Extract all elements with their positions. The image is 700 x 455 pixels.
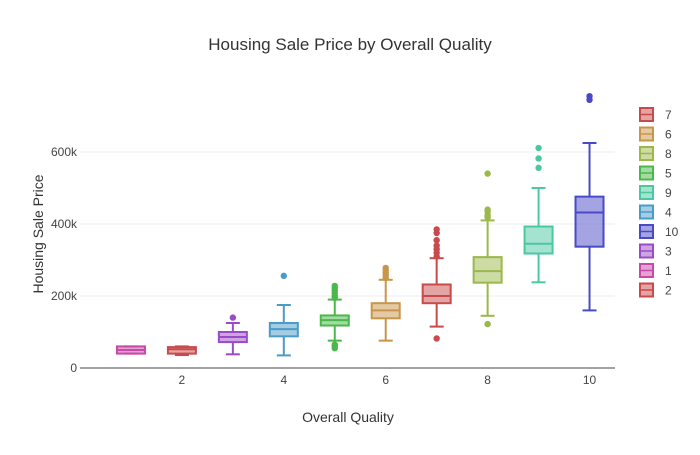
legend-item-5[interactable]: 5 [639,165,672,181]
legend-label: 7 [665,108,672,122]
outlier-point [433,335,440,342]
outlier-point [433,226,440,233]
x-tick-label: 4 [280,373,287,387]
outlier-point [331,282,338,290]
outlier-point [280,272,288,280]
axes: 0 200k 400k 600k 2 4 6 8 10 [51,145,615,387]
box-series-6 [370,264,401,342]
outlier-point [535,164,542,172]
x-tick-label: 10 [583,373,597,387]
box-iqr [523,225,554,255]
legend-label: 10 [665,225,679,239]
y-tick-label: 400k [51,217,78,231]
x-tick-label: 2 [179,373,186,387]
legend-item-6[interactable]: 6 [639,126,672,142]
grid-lines [80,151,615,297]
y-tick-label: 200k [51,289,78,303]
box-series-3 [217,314,248,356]
legend-label: 5 [665,167,672,181]
x-axis-label: Overall Quality [302,409,394,425]
outlier-point [433,237,440,244]
outlier-point [586,93,593,100]
box-series-9 [523,144,554,284]
legend-label: 9 [665,186,672,200]
chart-title: Housing Sale Price by Overall Quality [208,35,492,54]
box-iqr [166,346,197,355]
outlier-point [535,155,542,162]
legend-item-3[interactable]: 3 [639,243,672,259]
y-axis-label: Housing Sale Price [30,174,46,293]
box-series-1 [115,345,146,355]
legend-label: 2 [665,284,672,298]
legend-item-7[interactable]: 7 [639,107,672,122]
y-tick-label: 600k [51,145,78,159]
outlier-point [433,242,440,249]
box-iqr [574,195,605,248]
legend-item-10[interactable]: 10 [639,224,679,239]
box-series-8 [472,170,503,328]
legend-label: 3 [665,245,672,259]
outlier-point [484,206,491,213]
legend: 7 6 8 5 9 4 10 3 1 2 [639,107,679,298]
legend-label: 8 [665,147,672,161]
legend-item-2[interactable]: 2 [639,282,672,298]
box-series [115,93,605,357]
box-series-10 [574,93,605,312]
x-tick-label: 8 [484,373,491,387]
box-series-2 [166,345,197,357]
legend-item-9[interactable]: 9 [639,185,672,200]
legend-item-1[interactable]: 1 [639,263,672,278]
legend-item-8[interactable]: 8 [639,146,672,161]
box-iqr [421,283,452,305]
outlier-point [484,320,491,328]
y-tick-label: 0 [70,361,77,375]
box-series-7 [421,226,452,342]
legend-label: 6 [665,128,672,142]
x-tick-label: 6 [382,373,389,387]
box-series-4 [268,272,299,357]
outlier-point [382,264,389,272]
legend-label: 1 [665,264,672,278]
legend-item-4[interactable]: 4 [639,204,672,220]
outlier-point [229,314,237,321]
box-iqr [472,256,503,284]
box-series-5 [319,282,350,352]
legend-label: 4 [665,206,672,220]
outlier-point [535,144,542,152]
outlier-point [331,341,338,348]
outlier-point [484,170,491,177]
